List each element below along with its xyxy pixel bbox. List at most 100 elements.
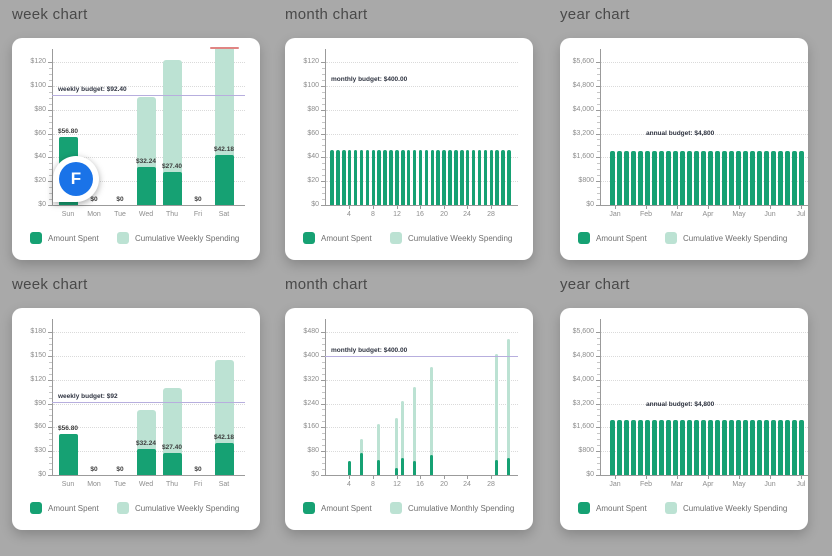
bar-amount-spent[interactable] (401, 149, 405, 205)
bar-amount-spent[interactable] (616, 420, 622, 475)
legend-swatch-cumulative-spending[interactable] (390, 502, 402, 514)
legend-swatch-cumulative-spending[interactable] (117, 232, 129, 244)
bar-amount-spent[interactable] (214, 154, 234, 205)
bar-amount-spent[interactable] (418, 149, 423, 205)
bar-amount-spent[interactable] (749, 420, 755, 475)
bar-amount-spent[interactable] (365, 149, 370, 205)
bar-amount-spent[interactable] (693, 150, 699, 205)
bar-amount-spent[interactable] (330, 149, 334, 205)
legend-swatch-amount-spent[interactable] (578, 232, 590, 244)
bar-amount-spent[interactable] (630, 420, 636, 475)
bar-amount-spent[interactable] (395, 149, 399, 205)
bar-amount-spent[interactable] (377, 149, 381, 205)
bar-amount-spent[interactable] (507, 149, 511, 205)
bar-amount-spent[interactable] (798, 420, 804, 475)
bar-amount-spent[interactable] (359, 149, 364, 205)
bar-amount-spent[interactable] (742, 150, 748, 205)
legend-label-cumulative-spending[interactable]: Cumulative Weekly Spending (408, 234, 513, 243)
legend-label-amount-spent[interactable]: Amount Spent (596, 234, 647, 243)
bar-cumulative-spending[interactable] (495, 353, 499, 475)
bar-amount-spent[interactable] (651, 420, 657, 475)
legend-swatch-amount-spent[interactable] (30, 502, 42, 514)
bar-amount-spent[interactable] (749, 150, 755, 205)
bar-amount-spent[interactable] (721, 420, 727, 475)
bar-amount-spent[interactable] (672, 420, 678, 475)
bar-cumulative-spending[interactable] (507, 339, 510, 475)
bar-amount-spent[interactable] (714, 420, 720, 475)
bar-amount-spent[interactable] (489, 149, 494, 205)
bar-amount-spent[interactable] (679, 150, 685, 205)
bar-amount-spent[interactable] (616, 150, 622, 205)
bar-amount-spent[interactable] (477, 149, 482, 205)
bar-amount-spent[interactable] (686, 420, 692, 475)
legend-label-cumulative-spending[interactable]: Cumulative Weekly Spending (683, 234, 788, 243)
bar-amount-spent[interactable] (136, 166, 156, 205)
bar-amount-spent[interactable] (495, 460, 499, 475)
bar-amount-spent[interactable] (371, 149, 376, 205)
legend-label-amount-spent[interactable]: Amount Spent (48, 504, 99, 513)
bar-amount-spent[interactable] (448, 149, 452, 205)
bar-amount-spent[interactable] (465, 149, 470, 205)
bar-amount-spent[interactable] (162, 453, 182, 475)
bar-amount-spent[interactable] (637, 420, 643, 475)
legend-label-cumulative-spending[interactable]: Cumulative Weekly Spending (683, 504, 788, 513)
bar-amount-spent[interactable] (336, 149, 340, 205)
bar-amount-spent[interactable] (651, 150, 657, 205)
bar-amount-spent[interactable] (430, 149, 435, 205)
bar-amount-spent[interactable] (471, 149, 476, 205)
legend-swatch-amount-spent[interactable] (303, 232, 315, 244)
bar-amount-spent[interactable] (347, 460, 351, 475)
bar-amount-spent[interactable] (798, 150, 804, 205)
bar-amount-spent[interactable] (162, 172, 182, 205)
bar-amount-spent[interactable] (777, 420, 783, 475)
bar-amount-spent[interactable] (359, 453, 363, 475)
bar-amount-spent[interactable] (742, 420, 748, 475)
legend-swatch-cumulative-spending[interactable] (117, 502, 129, 514)
bar-amount-spent[interactable] (436, 149, 440, 205)
legend-label-cumulative-spending[interactable]: Cumulative Weekly Spending (135, 234, 240, 243)
bar-amount-spent[interactable] (389, 149, 393, 205)
bar-amount-spent[interactable] (637, 150, 643, 205)
bar-amount-spent[interactable] (630, 150, 636, 205)
bar-amount-spent[interactable] (342, 149, 346, 205)
bar-amount-spent[interactable] (460, 149, 464, 205)
bar-amount-spent[interactable] (735, 150, 741, 205)
bar-amount-spent[interactable] (665, 420, 671, 475)
bar-amount-spent[interactable] (756, 150, 762, 205)
legend-swatch-amount-spent[interactable] (30, 232, 42, 244)
bar-amount-spent[interactable] (501, 149, 505, 205)
bar-amount-spent[interactable] (700, 420, 706, 475)
legend-label-cumulative-spending[interactable]: Cumulative Weekly Spending (135, 504, 240, 513)
legend-swatch-cumulative-spending[interactable] (665, 502, 677, 514)
legend-label-amount-spent[interactable]: Amount Spent (48, 234, 99, 243)
bar-amount-spent[interactable] (679, 420, 685, 475)
bar-amount-spent[interactable] (347, 149, 352, 205)
bar-amount-spent[interactable] (658, 150, 664, 205)
bar-amount-spent[interactable] (623, 420, 629, 475)
bar-amount-spent[interactable] (623, 150, 629, 205)
bar-amount-spent[interactable] (424, 149, 429, 205)
bar-amount-spent[interactable] (770, 150, 776, 205)
bar-amount-spent[interactable] (394, 468, 398, 475)
bar-amount-spent[interactable] (412, 460, 416, 475)
bar-amount-spent[interactable] (353, 149, 358, 205)
legend-label-amount-spent[interactable]: Amount Spent (596, 504, 647, 513)
bar-amount-spent[interactable] (770, 420, 776, 475)
bar-amount-spent[interactable] (763, 150, 769, 205)
bar-cumulative-spending[interactable] (377, 424, 381, 475)
bar-amount-spent[interactable] (454, 149, 458, 205)
legend-swatch-cumulative-spending[interactable] (390, 232, 402, 244)
bar-cumulative-spending[interactable] (162, 59, 182, 205)
bar-amount-spent[interactable] (791, 420, 797, 475)
bar-amount-spent[interactable] (784, 420, 790, 475)
bar-amount-spent[interactable] (400, 458, 404, 475)
bar-amount-spent[interactable] (735, 420, 741, 475)
bar-amount-spent[interactable] (609, 420, 615, 475)
bar-amount-spent[interactable] (430, 455, 434, 475)
bar-amount-spent[interactable] (686, 150, 692, 205)
bar-amount-spent[interactable] (700, 150, 706, 205)
bar-amount-spent[interactable] (483, 149, 488, 205)
bar-amount-spent[interactable] (714, 150, 720, 205)
bar-amount-spent[interactable] (728, 150, 734, 205)
bar-amount-spent[interactable] (672, 150, 678, 205)
